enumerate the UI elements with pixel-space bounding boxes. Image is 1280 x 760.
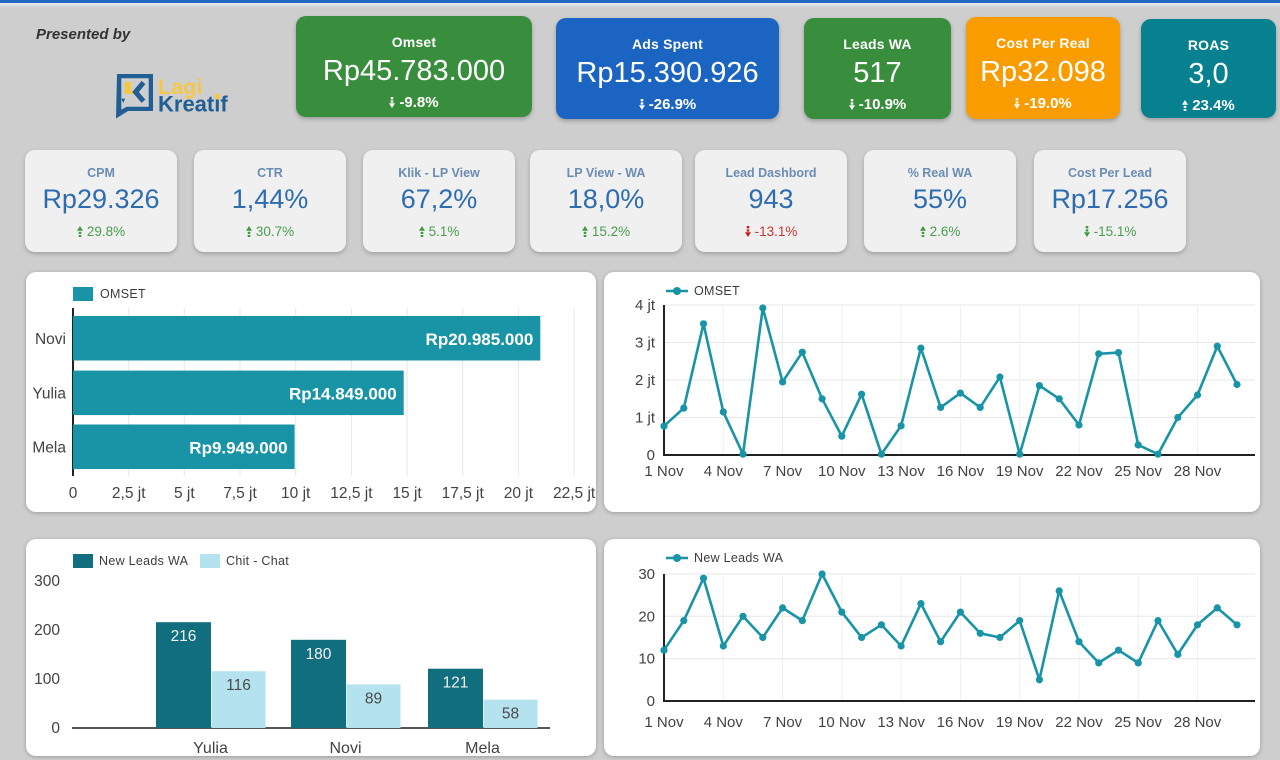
svg-text:116: 116: [226, 677, 251, 694]
svg-text:28 Nov: 28 Nov: [1174, 463, 1222, 480]
svg-text:180: 180: [306, 646, 332, 663]
svg-text:216: 216: [171, 628, 197, 645]
svg-text:300: 300: [34, 573, 60, 590]
svg-text:7,5 jt: 7,5 jt: [223, 485, 257, 502]
svg-text:1 Nov: 1 Nov: [644, 463, 684, 480]
svg-text:Mela: Mela: [32, 440, 66, 457]
svg-text:4 Nov: 4 Nov: [704, 463, 744, 480]
svg-text:1 Nov: 1 Nov: [644, 714, 684, 731]
svg-text:28 Nov: 28 Nov: [1174, 714, 1222, 731]
svg-text:0: 0: [51, 720, 60, 737]
svg-text:12,5 jt: 12,5 jt: [330, 485, 373, 502]
svg-text:200: 200: [34, 622, 60, 639]
svg-text:New Leads WA: New Leads WA: [694, 551, 784, 565]
svg-text:Yulia: Yulia: [32, 386, 66, 403]
svg-text:19 Nov: 19 Nov: [996, 463, 1044, 480]
svg-text:0: 0: [69, 485, 78, 502]
svg-text:OMSET: OMSET: [694, 284, 740, 298]
svg-text:2,5 jt: 2,5 jt: [112, 485, 146, 502]
svg-text:10: 10: [638, 651, 655, 668]
svg-text:Mela: Mela: [465, 740, 500, 756]
svg-text:22 Nov: 22 Nov: [1055, 463, 1103, 480]
svg-text:17,5 jt: 17,5 jt: [442, 485, 485, 502]
svg-text:10 jt: 10 jt: [281, 485, 311, 502]
svg-text:7 Nov: 7 Nov: [763, 714, 803, 731]
svg-text:13 Nov: 13 Nov: [877, 714, 925, 731]
svg-text:Rp9.949.000: Rp9.949.000: [189, 439, 287, 458]
svg-text:16 Nov: 16 Nov: [937, 463, 985, 480]
svg-text:7 Nov: 7 Nov: [763, 463, 803, 480]
svg-text:New Leads WA: New Leads WA: [99, 554, 189, 568]
svg-text:0: 0: [647, 693, 655, 710]
svg-text:Yulia: Yulia: [193, 740, 228, 756]
svg-text:13 Nov: 13 Nov: [877, 463, 925, 480]
svg-text:Rp14.849.000: Rp14.849.000: [289, 385, 397, 404]
svg-text:22 Nov: 22 Nov: [1055, 714, 1103, 731]
svg-text:15 jt: 15 jt: [392, 485, 422, 502]
svg-text:19 Nov: 19 Nov: [996, 714, 1044, 731]
svg-text:58: 58: [502, 706, 519, 723]
svg-text:16 Nov: 16 Nov: [937, 714, 985, 731]
svg-text:Novi: Novi: [329, 740, 361, 756]
svg-text:20: 20: [638, 608, 655, 625]
svg-text:Chit - Chat: Chit - Chat: [226, 554, 289, 568]
svg-text:Rp20.985.000: Rp20.985.000: [426, 330, 534, 349]
svg-text:5 jt: 5 jt: [174, 485, 195, 502]
svg-text:30: 30: [638, 566, 655, 583]
svg-text:4 jt: 4 jt: [635, 297, 656, 314]
svg-text:Lagi: Lagi: [158, 76, 203, 99]
svg-text:3 jt: 3 jt: [635, 335, 656, 352]
svg-text:22,5 jt: 22,5 jt: [553, 485, 596, 502]
svg-text:OMSET: OMSET: [100, 287, 146, 301]
svg-text:1 jt: 1 jt: [635, 410, 656, 427]
svg-text:10 Nov: 10 Nov: [818, 463, 866, 480]
svg-text:121: 121: [443, 675, 469, 692]
svg-text:10 Nov: 10 Nov: [818, 714, 866, 731]
svg-text:20 jt: 20 jt: [504, 485, 534, 502]
svg-text:100: 100: [34, 671, 60, 688]
svg-text:Novi: Novi: [35, 331, 66, 348]
svg-text:0: 0: [647, 447, 655, 464]
svg-text:89: 89: [365, 690, 382, 707]
svg-text:2 jt: 2 jt: [635, 372, 656, 389]
svg-text:4 Nov: 4 Nov: [704, 714, 744, 731]
svg-text:25 Nov: 25 Nov: [1114, 463, 1162, 480]
svg-text:25 Nov: 25 Nov: [1114, 714, 1162, 731]
